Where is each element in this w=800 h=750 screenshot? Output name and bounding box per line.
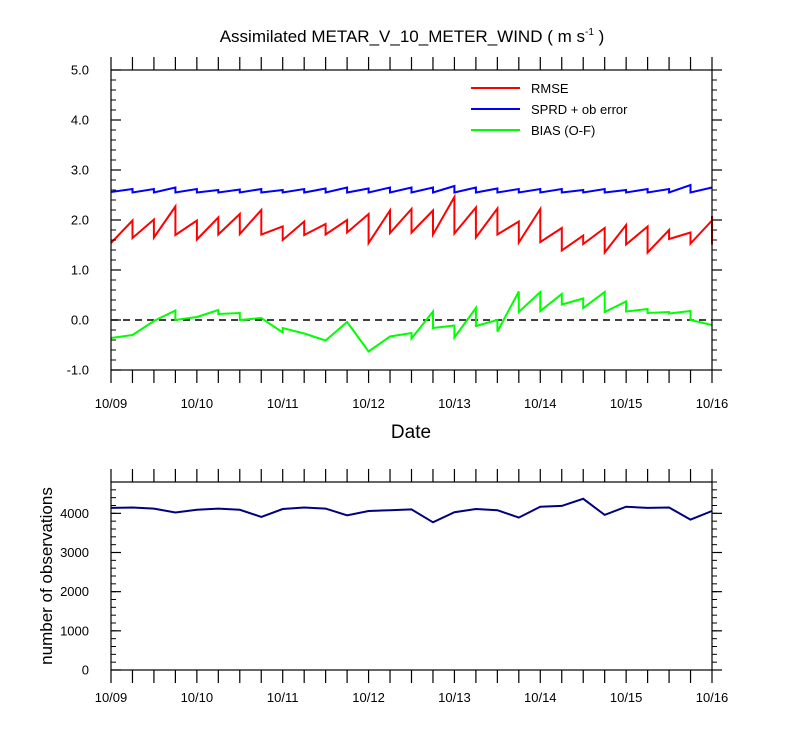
top-x-tick-label: 10/14: [524, 396, 557, 411]
bottom-y-tick-label: 4000: [60, 506, 89, 521]
top-y-tick-label: 5.0: [71, 63, 89, 78]
legend-label-2: BIAS (O-F): [531, 123, 595, 138]
bottom-y-tick-label: 3000: [60, 545, 89, 560]
chart-title-units-exponent: -1: [585, 27, 594, 38]
top-y-tick-label: -1.0: [67, 363, 89, 378]
top-y-tick-label: 4.0: [71, 113, 89, 128]
top-y-tick-label: 0.0: [71, 313, 89, 328]
top-x-tick-label: 10/15: [610, 396, 643, 411]
top-x-tick-label: 10/10: [181, 396, 214, 411]
chart-title-text: Assimilated METAR_V_10_METER_WIND: [220, 27, 543, 46]
top-x-tick-label: 10/16: [696, 396, 729, 411]
bottom-series-line-0: [110, 497, 713, 524]
top-y-tick-label: 2.0: [71, 213, 89, 228]
bottom-x-tick-label: 10/09: [95, 690, 128, 705]
top-x-tick-label: 10/13: [438, 396, 471, 411]
top-series-line-2: [110, 289, 713, 353]
top-x-tick-label: 10/11: [267, 396, 299, 411]
bottom-x-tick-label: 10/12: [352, 690, 385, 705]
top-y-tick-label: 3.0: [71, 163, 89, 178]
chart-title-units: m s: [558, 27, 585, 46]
bottom-x-tick-label: 10/13: [438, 690, 471, 705]
bottom-y-tick-label: 0: [82, 663, 89, 678]
bottom-x-tick-label: 10/10: [181, 690, 214, 705]
bottom-x-tick-label: 10/15: [610, 690, 643, 705]
legend-label-0: RMSE: [531, 81, 569, 96]
top-x-tick-label: 10/12: [352, 396, 385, 411]
top-series-line-0: [110, 193, 713, 256]
bottom-panel: 10/09 10/10 10/11 10/12 10/13 10/14 10/15 10/16…: [37, 469, 728, 705]
bottom-y-tick-label: 1000: [60, 623, 89, 638]
top-x-axis-label: Date: [391, 422, 431, 443]
bottom-x-tick-label: 10/14: [524, 690, 557, 705]
top-series-line-1: [110, 183, 713, 194]
top-panel: 10/09 10/10 10/11 10/12 10/13 10/14 10/15 10/16…: [67, 57, 729, 443]
chart-title: Assimilated METAR_V_10_METER_WIND ( m s-…: [220, 27, 605, 46]
bottom-y-tick-label: 2000: [60, 584, 89, 599]
bottom-y-axis-label: number of observations: [37, 487, 56, 665]
bottom-x-tick-label: 10/11: [267, 690, 299, 705]
top-x-tick-label: 10/09: [95, 396, 128, 411]
top-y-tick-label: 1.0: [71, 263, 89, 278]
bottom-x-tick-label: 10/16: [696, 690, 729, 705]
legend-label-1: SPRD + ob error: [531, 102, 628, 117]
